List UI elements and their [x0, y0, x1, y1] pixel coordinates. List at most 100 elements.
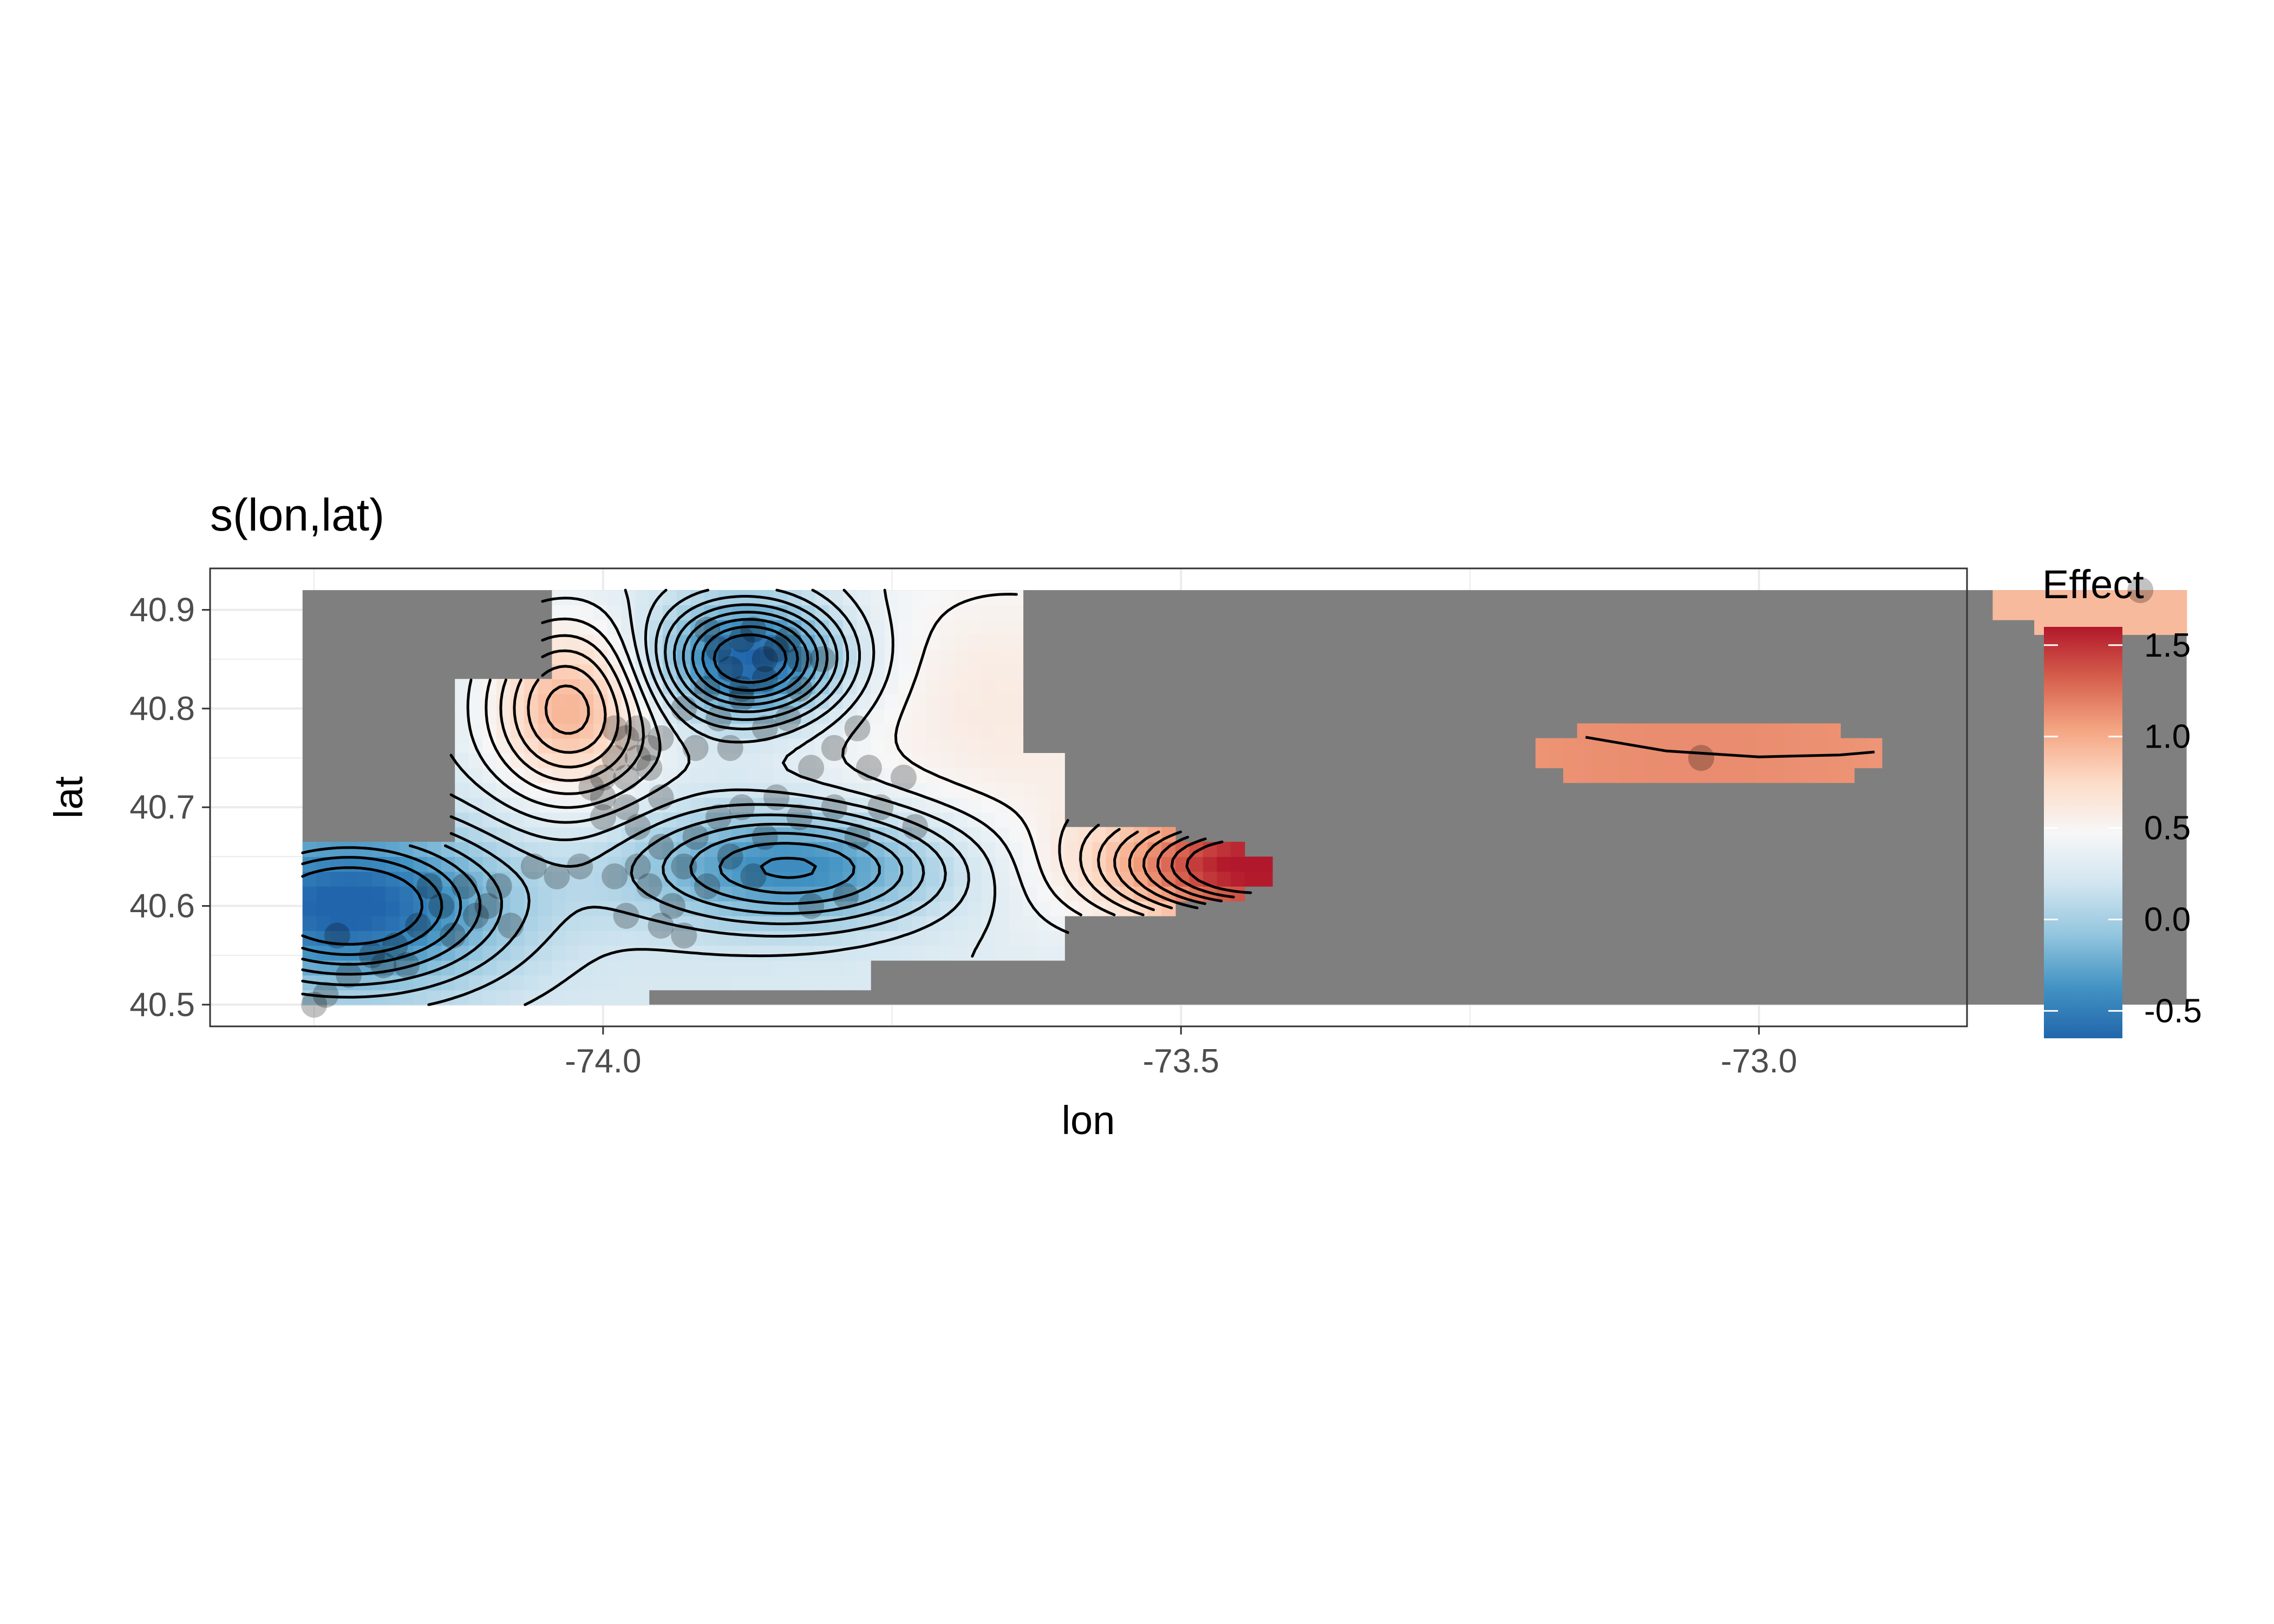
- legend-label: 0.5: [2144, 810, 2191, 847]
- surface-cell: [732, 960, 747, 975]
- surface-cell: [635, 945, 650, 961]
- surface-cell: [593, 886, 608, 902]
- surface-cell: [344, 975, 358, 991]
- surface-cell: [787, 960, 802, 975]
- observation-point: [844, 823, 871, 850]
- surface-cell: [593, 931, 608, 946]
- surface-cell: [1812, 723, 1827, 739]
- surface-cell: [1660, 768, 1675, 783]
- surface-cell: [1036, 886, 1051, 902]
- surface-cell: [358, 871, 373, 887]
- surface-cell: [1050, 797, 1065, 813]
- surface-cell: [607, 931, 622, 946]
- surface-cell: [829, 768, 844, 783]
- observation-point: [717, 843, 743, 870]
- surface-cell: [1050, 931, 1065, 946]
- surface-cell: [1688, 768, 1702, 783]
- surface-cell: [344, 871, 358, 887]
- surface-cell: [912, 619, 926, 635]
- surface-cell: [995, 693, 1010, 709]
- surface-cell: [787, 975, 802, 991]
- surface-cell: [2020, 605, 2035, 620]
- surface-cell: [316, 915, 331, 931]
- surface-cell: [995, 886, 1010, 902]
- surface-cell: [842, 975, 858, 991]
- surface-cell: [1743, 738, 1758, 754]
- surface-cell: [1688, 723, 1702, 739]
- surface-cell: [2159, 605, 2173, 620]
- surface-cell: [552, 990, 566, 1005]
- surface-cell: [773, 931, 788, 946]
- surface-cell: [926, 931, 940, 946]
- observation-point: [602, 863, 628, 889]
- surface-cell: [676, 782, 691, 798]
- surface-cell: [981, 619, 996, 635]
- surface-cell: [510, 901, 525, 916]
- surface-cell: [552, 901, 566, 916]
- legend-colorbar: [2044, 627, 2122, 1038]
- surface-cell: [732, 945, 747, 961]
- surface-cell: [912, 605, 926, 620]
- surface-cell: [1036, 753, 1051, 769]
- surface-cell: [1618, 723, 1633, 739]
- surface-cell: [552, 693, 566, 709]
- surface-cell: [857, 931, 871, 946]
- observation-point: [867, 794, 894, 821]
- surface-cell: [663, 768, 677, 783]
- surface-cell: [746, 856, 760, 872]
- surface-cell: [1992, 590, 2007, 606]
- surface-cell: [981, 738, 996, 754]
- surface-cell: [939, 619, 955, 635]
- surface-cell: [995, 634, 1010, 650]
- surface-cell: [953, 915, 968, 931]
- surface-cell: [939, 723, 955, 739]
- plot-panel: [209, 567, 2187, 1027]
- surface-cell: [565, 945, 580, 961]
- surface-cell: [1231, 886, 1245, 902]
- surface-cell: [524, 960, 539, 975]
- surface-cell: [1702, 753, 1716, 769]
- surface-cell: [2131, 619, 2146, 635]
- surface-cell: [760, 753, 774, 769]
- surface-cell: [607, 871, 622, 887]
- surface-cell: [2159, 590, 2173, 606]
- surface-cell: [968, 649, 982, 665]
- surface-cell: [732, 753, 747, 769]
- surface-cell: [371, 901, 387, 916]
- surface-cell: [801, 753, 816, 769]
- surface-cell: [926, 945, 940, 961]
- surface-cell: [968, 605, 982, 620]
- x-axis-title: lon: [1062, 1098, 1115, 1143]
- surface-cell: [912, 590, 926, 606]
- surface-cell: [746, 945, 760, 961]
- observation-point: [602, 745, 628, 771]
- observation-point: [648, 834, 674, 860]
- observation-point: [671, 853, 697, 880]
- surface-cell: [496, 901, 511, 916]
- surface-cell: [1646, 753, 1661, 769]
- surface-cell: [968, 856, 982, 872]
- surface-cell: [1023, 856, 1037, 872]
- surface-cell: [621, 931, 636, 946]
- surface-cell: [579, 975, 594, 991]
- surface-cell: [2048, 605, 2063, 620]
- surface-cell: [718, 753, 733, 769]
- surface-cell: [649, 871, 663, 887]
- surface-cell: [968, 723, 982, 739]
- observation-point: [752, 715, 778, 742]
- surface-cell: [538, 679, 553, 695]
- surface-cell: [1036, 812, 1051, 828]
- surface-cell: [1563, 753, 1578, 769]
- surface-cell: [857, 856, 871, 872]
- surface-cell: [1660, 753, 1675, 769]
- observation-point: [602, 715, 628, 742]
- surface-cell: [399, 901, 414, 916]
- surface-cell: [468, 708, 483, 724]
- surface-cell: [690, 768, 705, 783]
- surface-cell: [565, 886, 580, 902]
- surface-cell: [995, 753, 1010, 769]
- surface-cell: [593, 975, 608, 991]
- surface-cell: [552, 886, 566, 902]
- surface-cell: [1009, 738, 1024, 754]
- surface-cell: [1605, 723, 1619, 739]
